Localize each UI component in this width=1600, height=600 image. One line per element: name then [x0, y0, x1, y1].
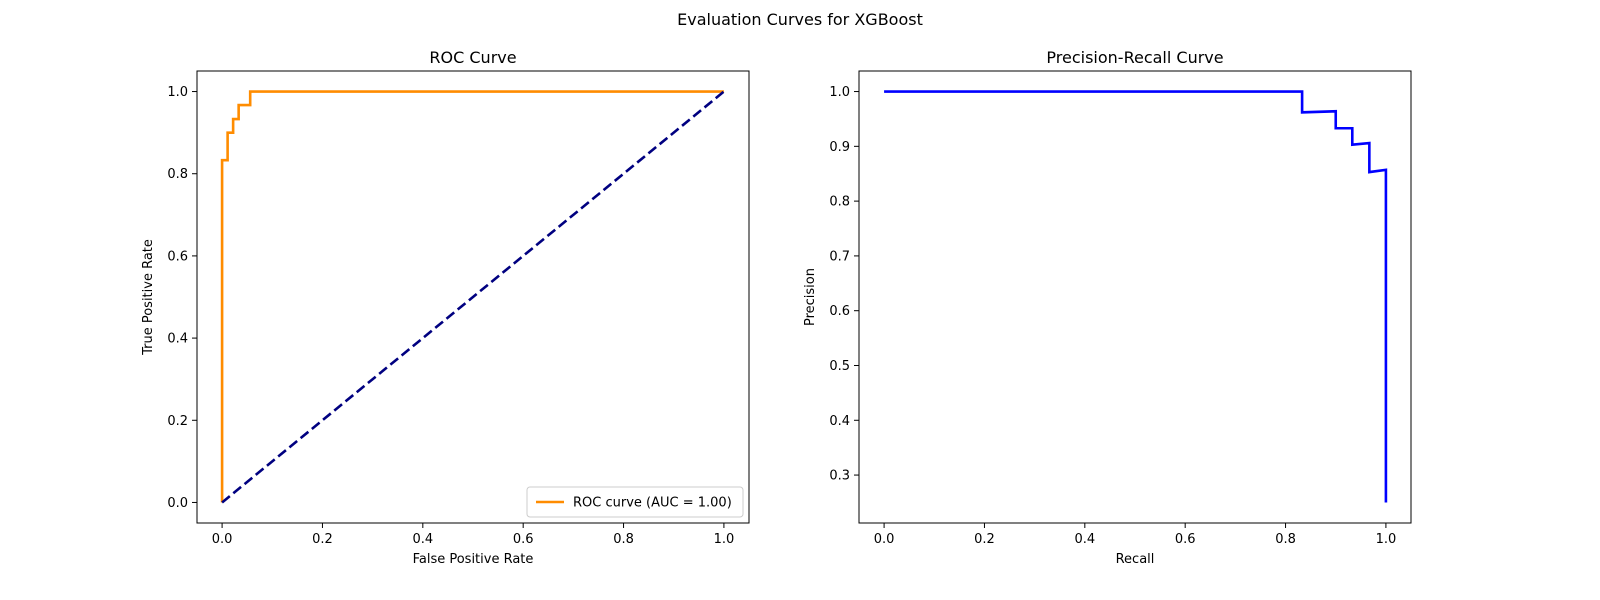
pr-ylabel: Precision [803, 268, 818, 326]
roc-chart: ROC Curve 0.0 0.2 0.4 0.6 0.8 1.0 0.0 0.2 0.4 0.6 0… [141, 48, 750, 567]
pr-title: Precision-Recall Curve [1046, 48, 1223, 67]
roc-xtick-label: 0.6 [513, 532, 534, 547]
roc-series-line-1 [221, 90, 725, 504]
roc-axes-frame [196, 70, 750, 524]
pr-ytick-label: 0.6 [829, 304, 850, 319]
roc-xtick-label: 0.4 [412, 532, 433, 547]
pr-series-line-0 [884, 90, 1388, 503]
pr-chart: Precision-Recall Curve 0.0 0.2 0.4 0.6 0.8 1.0… [803, 48, 1412, 567]
roc-xtick-label: 0.2 [312, 532, 333, 547]
pr-ytick-label: 0.8 [829, 195, 850, 210]
roc-xtick-label: 0.8 [613, 532, 634, 547]
roc-xtick-label: 0.0 [212, 532, 233, 547]
roc-series-line-0 [220, 90, 724, 503]
pr-ytick-label: 0.4 [829, 414, 850, 429]
figure-suptitle: Evaluation Curves for XGBoost [677, 10, 923, 29]
roc-ylabel: True Positive Rate [141, 239, 156, 356]
pr-xlabel: Recall [1116, 552, 1155, 567]
pr-ytick-label: 0.5 [829, 359, 850, 374]
pr-xtick-label: 0.4 [1074, 532, 1095, 547]
pr-xtick-label: 0.8 [1275, 532, 1296, 547]
pr-ytick-label: 1.0 [829, 85, 850, 100]
pr-xtick-label: 1.0 [1376, 532, 1397, 547]
roc-title: ROC Curve [429, 48, 516, 67]
roc-ytick-label: 1.0 [167, 85, 188, 100]
pr-ytick-label: 0.9 [829, 140, 850, 155]
roc-ytick-label: 0.2 [167, 414, 188, 429]
pr-ytick-label: 0.3 [829, 469, 850, 484]
roc-ytick-label: 0.6 [167, 249, 188, 264]
roc-ytick-label: 0.0 [167, 496, 188, 511]
pr-xtick-label: 0.0 [874, 532, 895, 547]
roc-xtick-label: 1.0 [714, 532, 735, 547]
pr-axes-frame [858, 70, 1412, 524]
roc-xlabel: False Positive Rate [413, 552, 534, 567]
roc-legend-label: ROC curve (AUC = 1.00) [573, 496, 732, 511]
roc-ytick-label: 0.8 [167, 167, 188, 182]
pr-xtick-label: 0.6 [1175, 532, 1196, 547]
roc-legend-box [526, 486, 744, 518]
pr-xtick-label: 0.2 [974, 532, 995, 547]
roc-ytick-label: 0.4 [167, 332, 188, 347]
pr-ytick-label: 0.7 [829, 249, 850, 264]
